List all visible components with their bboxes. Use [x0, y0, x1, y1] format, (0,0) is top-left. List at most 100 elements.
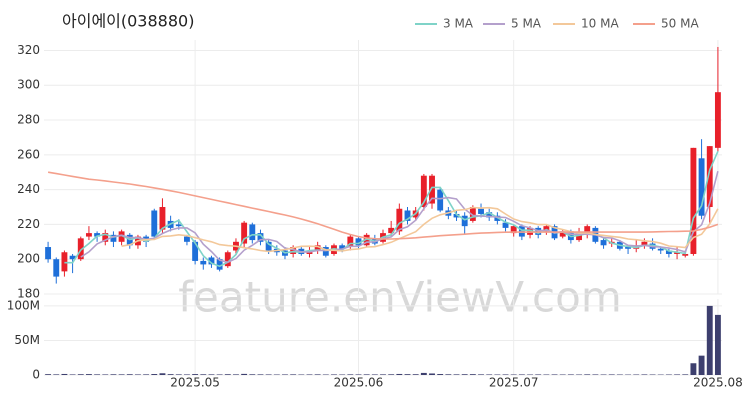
- candle-body: [241, 222, 248, 244]
- volume-bar: [453, 374, 460, 375]
- candle-body: [53, 259, 60, 277]
- volume-bar: [461, 374, 468, 375]
- volume-bar: [420, 372, 427, 375]
- candle-body: [314, 245, 321, 251]
- volume-bar: [134, 374, 141, 375]
- y-tick-label: 220: [17, 217, 40, 231]
- volume-bar: [518, 374, 525, 375]
- candle-body: [69, 255, 76, 260]
- volume-bar: [118, 374, 125, 375]
- volume-bar: [45, 374, 52, 375]
- candle-body: [85, 233, 92, 237]
- legend-label: 10 MA: [581, 17, 619, 31]
- volume-bar: [567, 374, 574, 375]
- volume-bar: [208, 374, 215, 375]
- volume-bar: [486, 374, 493, 375]
- volume-bar: [159, 373, 166, 375]
- volume-bar: [388, 374, 395, 375]
- volume-bar: [429, 373, 435, 375]
- legend-item: 50 MA: [633, 17, 699, 31]
- candle-body: [200, 260, 207, 265]
- ma-line: [47, 171, 719, 240]
- candle-body: [584, 226, 591, 235]
- ma-line: [121, 206, 719, 253]
- candle-body: [698, 158, 705, 216]
- legend-item: 5 MA: [483, 17, 542, 31]
- volume-bar: [469, 374, 476, 375]
- y-tick-label: 280: [17, 113, 40, 127]
- candle-body: [192, 241, 199, 261]
- volume-bar: [371, 374, 378, 375]
- y-tick-label: 320: [17, 43, 40, 57]
- candle-body: [453, 213, 460, 218]
- candle-body: [257, 233, 264, 242]
- candle-body: [420, 175, 427, 208]
- volume-bar: [216, 374, 223, 375]
- candle-body: [469, 207, 476, 221]
- candle-body: [714, 92, 721, 148]
- volume-bar: [143, 374, 150, 375]
- candle-body: [625, 247, 632, 249]
- volume-bar: [61, 373, 68, 375]
- candle-body: [184, 236, 190, 242]
- candle-body: [339, 245, 346, 249]
- legend-item: 10 MA: [553, 17, 619, 31]
- volume-bar: [224, 374, 231, 375]
- ma-line: [80, 171, 719, 264]
- volume-bar: [641, 374, 648, 375]
- y-tick-label: 0: [32, 368, 40, 382]
- volume-bar: [584, 374, 591, 375]
- x-tick-label: 2025.07: [489, 376, 539, 390]
- volume-bar: [126, 374, 133, 375]
- candle-body: [102, 233, 109, 242]
- volume-bar: [85, 374, 92, 375]
- candle-body: [559, 231, 566, 237]
- volume-bar: [551, 374, 558, 375]
- candle-body: [682, 253, 689, 256]
- volume-bar: [535, 374, 542, 375]
- volume-bar: [53, 374, 60, 375]
- volume-bar: [200, 374, 207, 375]
- y-tick-label: 180: [17, 287, 40, 301]
- candle-body: [478, 208, 484, 214]
- candle-body: [249, 224, 256, 241]
- candle-body: [216, 259, 223, 270]
- volume-bar: [192, 374, 199, 375]
- candle-body: [461, 215, 468, 227]
- volume-bar: [151, 374, 158, 375]
- candle-body: [322, 247, 329, 256]
- legend-label: 3 MA: [443, 17, 474, 31]
- y-tick-label: 100M: [7, 298, 40, 312]
- candle-body: [404, 210, 411, 221]
- candle-body: [355, 238, 362, 246]
- x-tick-label: 2025.06: [334, 376, 384, 390]
- volume-bar: [69, 374, 76, 375]
- legend-label: 50 MA: [661, 17, 699, 31]
- candle-body: [674, 252, 681, 254]
- candle-body: [429, 175, 435, 204]
- candle-body: [665, 250, 672, 254]
- x-tick-label: 2025.08: [693, 376, 743, 390]
- volume-bar: [282, 374, 288, 375]
- candle-body: [175, 224, 182, 227]
- candle-body: [486, 212, 493, 218]
- volume-bar: [608, 374, 615, 375]
- volume-bar: [167, 374, 174, 375]
- volume-bar: [445, 374, 452, 375]
- candle-body: [110, 234, 117, 242]
- volume-bar: [331, 374, 337, 375]
- volume-bar: [184, 374, 190, 375]
- volume-bar: [314, 374, 321, 375]
- volume-bar: [412, 374, 419, 375]
- candle-body: [118, 231, 125, 242]
- volume-bar: [698, 355, 705, 375]
- candle-body: [396, 208, 403, 232]
- candle-body: [265, 241, 272, 251]
- volume-bar: [380, 374, 386, 375]
- volume-bar: [404, 374, 411, 375]
- volume-bar: [478, 374, 484, 375]
- candle-body: [600, 240, 607, 246]
- volume-bar: [249, 374, 256, 375]
